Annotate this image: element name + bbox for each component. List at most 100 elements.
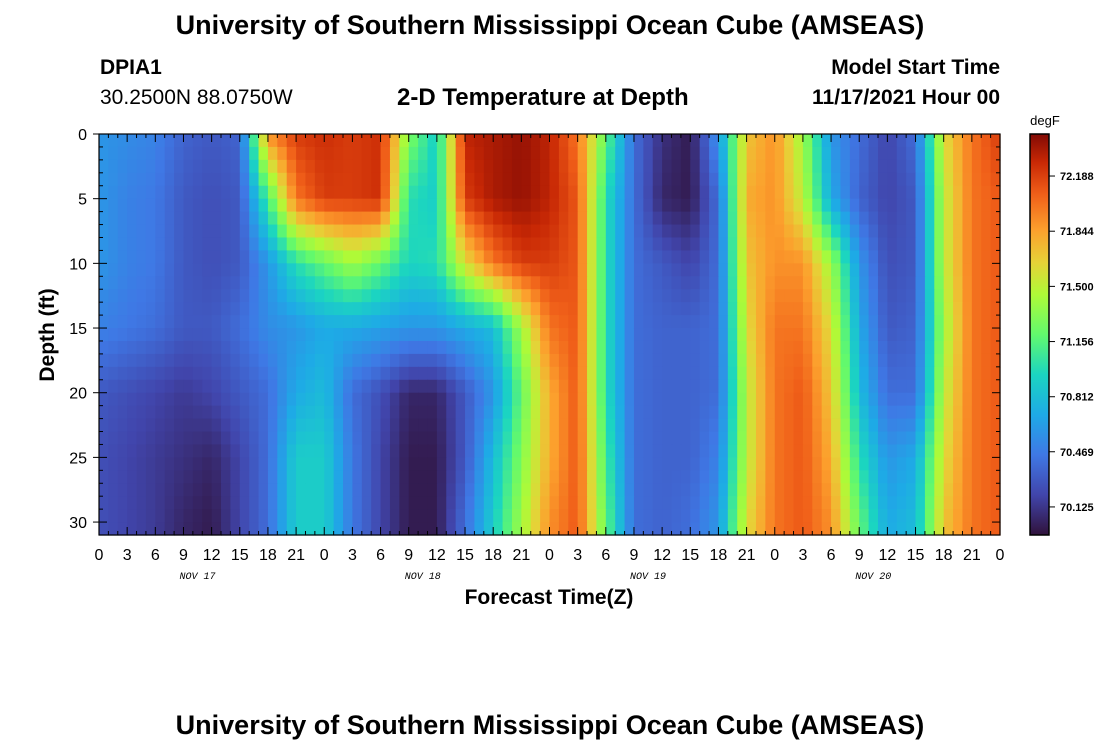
heatmap-cell: [812, 289, 823, 303]
heatmap-cell: [455, 405, 466, 420]
heatmap-cell: [568, 250, 579, 264]
heatmap-cell: [380, 289, 391, 303]
heatmap-cell: [277, 237, 288, 252]
heatmap-cell: [371, 483, 382, 497]
heatmap-cell: [239, 328, 250, 342]
heatmap-cell: [324, 328, 335, 342]
heatmap-cell: [709, 379, 720, 394]
heatmap-cell: [981, 496, 992, 510]
heatmap-cell: [455, 172, 466, 187]
heatmap-cell: [521, 134, 532, 148]
heatmap-cell: [333, 392, 344, 407]
x-tick-label: 0: [320, 547, 329, 564]
heatmap-cell: [727, 340, 738, 355]
heatmap-cell: [380, 250, 391, 264]
heatmap-cell: [624, 172, 635, 187]
heatmap-cell: [127, 146, 138, 161]
heatmap-cell: [314, 185, 325, 200]
heatmap-cell: [624, 431, 635, 446]
heatmap-cell: [990, 146, 1001, 161]
heatmap-cell: [727, 522, 738, 536]
heatmap-cell: [981, 211, 992, 226]
heatmap-cell: [174, 509, 185, 523]
heatmap-cell: [127, 211, 138, 226]
heatmap-cell: [746, 522, 757, 536]
heatmap-cell: [690, 172, 701, 187]
heatmap-cell: [221, 263, 231, 277]
heatmap-cell: [192, 315, 203, 329]
heatmap-cell: [465, 483, 476, 497]
heatmap-cell: [427, 340, 438, 355]
heatmap-cell: [446, 172, 457, 187]
heatmap-cell: [183, 134, 194, 148]
heatmap-cell: [981, 263, 992, 277]
chart-subtitle: 2-D Temperature at Depth: [397, 84, 689, 111]
heatmap-cell: [962, 496, 973, 510]
heatmap-cell: [802, 224, 813, 239]
heatmap-cell: [812, 250, 823, 264]
heatmap-cell: [877, 185, 888, 200]
heatmap-cell: [258, 134, 269, 148]
heatmap-cell: [380, 328, 391, 342]
heatmap-cell: [164, 211, 175, 226]
heatmap-cell: [962, 302, 973, 316]
heatmap-cell: [521, 302, 532, 316]
heatmap-cell: [887, 418, 898, 433]
heatmap-cell: [418, 263, 429, 277]
heatmap-cell: [277, 379, 288, 394]
heatmap-cell: [587, 405, 598, 420]
heatmap-cell: [737, 276, 748, 290]
heatmap-cell: [662, 431, 673, 446]
heatmap-cell: [615, 392, 626, 407]
heatmap-cell: [277, 276, 288, 290]
heatmap-cell: [812, 509, 823, 523]
heatmap-cell: [652, 353, 663, 368]
heatmap-cell: [333, 483, 344, 497]
heatmap-cell: [371, 353, 382, 368]
heatmap-cell: [793, 276, 804, 290]
heatmap-cell: [821, 315, 832, 329]
heatmap-cell: [296, 379, 307, 394]
heatmap-cell: [324, 418, 335, 433]
heatmap-cell: [249, 509, 260, 523]
heatmap-cell: [615, 340, 626, 355]
heatmap-cell: [164, 431, 175, 446]
heatmap-cell: [774, 392, 785, 407]
heatmap-cell: [558, 405, 569, 420]
heatmap-cell: [596, 509, 607, 523]
heatmap-cell: [633, 302, 644, 316]
heatmap-cell: [521, 172, 532, 187]
heatmap-cell: [324, 276, 335, 290]
heatmap-cell: [605, 134, 616, 148]
heatmap-cell: [314, 159, 325, 174]
heatmap-cell: [896, 496, 907, 510]
heatmap-cell: [831, 134, 842, 148]
heatmap-cell: [802, 405, 813, 420]
heatmap-cell: [389, 276, 400, 290]
x-tick-label: 18: [710, 547, 728, 564]
heatmap-cell: [305, 431, 316, 446]
heatmap-cell: [352, 444, 363, 458]
heatmap-cell: [127, 418, 138, 433]
heatmap-cell: [718, 263, 729, 277]
heatmap-cell: [877, 392, 888, 407]
heatmap-cell: [286, 483, 297, 497]
heatmap-cell: [343, 159, 354, 174]
heatmap-cell: [906, 340, 917, 355]
heatmap-cell: [849, 289, 860, 303]
heatmap-cell: [746, 483, 757, 497]
heatmap-cell: [624, 496, 635, 510]
heatmap-cell: [558, 353, 569, 368]
heatmap-cell: [296, 483, 307, 497]
heatmap-cell: [774, 405, 785, 420]
heatmap-cell: [221, 353, 231, 368]
heatmap-cell: [221, 328, 231, 342]
heatmap-cell: [465, 224, 476, 239]
heatmap-cell: [305, 483, 316, 497]
heatmap-cell: [530, 509, 541, 523]
heatmap-cell: [671, 509, 682, 523]
heatmap-cell: [455, 366, 466, 381]
heatmap-cell: [483, 146, 494, 161]
heatmap-cell: [202, 328, 213, 342]
heatmap-cell: [446, 496, 457, 510]
